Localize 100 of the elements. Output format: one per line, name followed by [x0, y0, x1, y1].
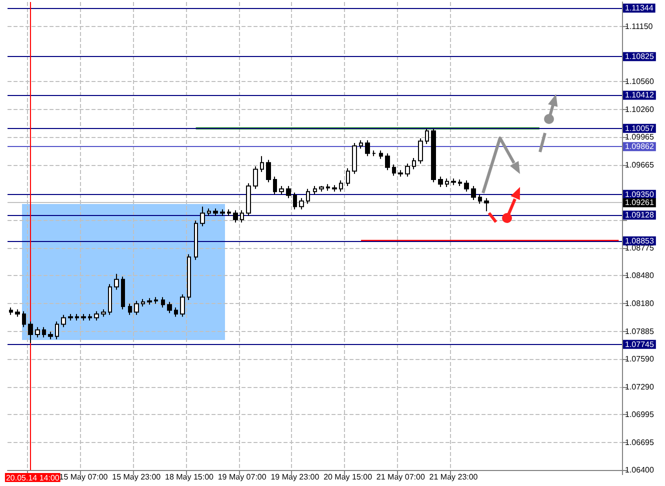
- candlestick: [42, 326, 46, 338]
- candlestick: [121, 276, 125, 310]
- candlestick: [299, 198, 304, 210]
- candlestick: [471, 186, 476, 201]
- candlestick: [147, 298, 152, 306]
- x-tick-label: 19 May 07:00: [218, 472, 267, 482]
- candlestick: [15, 308, 20, 318]
- x-tick-label: 20.05.14 14:00: [6, 474, 60, 482]
- candlestick: [35, 326, 40, 338]
- y-tick-label: 1.11150: [625, 22, 654, 31]
- candlestick: [220, 208, 225, 216]
- candlestick: [279, 186, 284, 195]
- candlestick: [55, 320, 59, 340]
- candlestick: [253, 166, 258, 190]
- y-tick-label: 1.06995: [625, 410, 654, 419]
- candlestick: [174, 306, 178, 318]
- y-tick-label: 1.08180: [625, 299, 654, 308]
- y-tick-label: 1.07290: [625, 382, 654, 392]
- candlestick: [405, 163, 410, 178]
- candlestick: [365, 140, 370, 157]
- candlestick: [233, 210, 238, 223]
- ref-line-label: 1.09128: [625, 210, 654, 220]
- candlestick: [101, 308, 106, 318]
- ref-line-label: 1.10825: [625, 52, 654, 62]
- candlestick: [478, 194, 482, 204]
- candlestick: [346, 168, 350, 187]
- candlestick: [81, 314, 86, 322]
- x-tick-label: 19 May 23:00: [270, 472, 320, 482]
- candlestick: [339, 180, 343, 192]
- candlestick: [418, 138, 423, 164]
- candlestick: [213, 208, 218, 216]
- candlestick: [194, 220, 198, 260]
- candlestick: [187, 254, 191, 300]
- candlestick: [94, 310, 99, 322]
- x-tick-label: 20 May 15:00: [324, 472, 373, 482]
- y-tick-label: 1.09665: [625, 160, 654, 170]
- candlestick: [167, 301, 172, 314]
- y-tick-label: 1.09965: [625, 132, 654, 142]
- candlestick: [207, 208, 211, 216]
- candlestick: [128, 303, 132, 316]
- y-tick-label: 1.10260: [625, 104, 654, 114]
- x-tick-label: 21 May 07:00: [376, 472, 426, 482]
- y-tick-label: 1.08775: [625, 244, 654, 253]
- candlestick: [134, 300, 139, 316]
- candlestick: [445, 178, 449, 188]
- candlestick: [313, 186, 317, 195]
- candlestick: [273, 176, 277, 195]
- candlestick: [425, 128, 429, 144]
- y-tick-label: 1.07590: [625, 354, 654, 364]
- x-tick-label: 15 May 23:00: [112, 472, 162, 482]
- y-tick-label: 1.06400: [625, 466, 654, 474]
- candlestick: [240, 210, 244, 223]
- candlestick: [180, 294, 185, 318]
- candlestick: [293, 192, 297, 210]
- candlestick: [359, 140, 363, 150]
- y-tick-label: 1.10560: [625, 76, 654, 86]
- candlestick: [28, 320, 33, 344]
- ref-line-label: 1.10412: [625, 90, 654, 100]
- candlestick: [385, 152, 390, 171]
- candlestick: [438, 176, 443, 188]
- candlestick: [379, 150, 383, 160]
- ref-line-label: 1.10057: [625, 124, 654, 133]
- candlestick: [227, 208, 231, 216]
- candlestick: [48, 331, 53, 340]
- candlestick: [141, 298, 145, 308]
- candlestick: [9, 306, 13, 316]
- ref-line-label: 1.09862: [625, 142, 654, 152]
- candlestick: [22, 310, 26, 328]
- candlestick: [246, 182, 251, 216]
- candlestick: [200, 206, 205, 227]
- ref-line-label: 1.08853: [625, 236, 654, 246]
- candlestick: [326, 184, 330, 192]
- candlestick: [332, 184, 337, 192]
- candlestick: [75, 314, 79, 322]
- candlestick: [372, 150, 376, 157]
- candlestick: [306, 188, 310, 204]
- candlestick: [451, 178, 456, 186]
- candlestick: [114, 273, 119, 290]
- candlestick: [61, 314, 66, 328]
- candlestick: [68, 314, 73, 322]
- candlestick: [398, 170, 403, 178]
- candlestick: [260, 156, 264, 173]
- candlestick: [392, 164, 396, 176]
- candlestick: [412, 158, 416, 170]
- ref-line-label: 1.09261: [625, 198, 654, 208]
- candlestick: [484, 198, 489, 212]
- candlestick: [352, 142, 357, 174]
- y-tick-label: 1.06695: [625, 438, 654, 447]
- candlestick: [319, 186, 324, 192]
- candlestick: [108, 284, 112, 316]
- candlestick: [458, 178, 462, 187]
- y-tick-label: 1.07885: [625, 326, 654, 336]
- ref-line-label: 1.09350: [625, 190, 654, 199]
- candlestick: [154, 296, 158, 304]
- candlestick: [286, 186, 291, 199]
- y-tick-label: 1.08480: [625, 271, 654, 280]
- candlestick: [431, 128, 436, 183]
- candlestick: [266, 159, 271, 183]
- candlestick: [464, 180, 469, 192]
- candlestick: [161, 296, 165, 308]
